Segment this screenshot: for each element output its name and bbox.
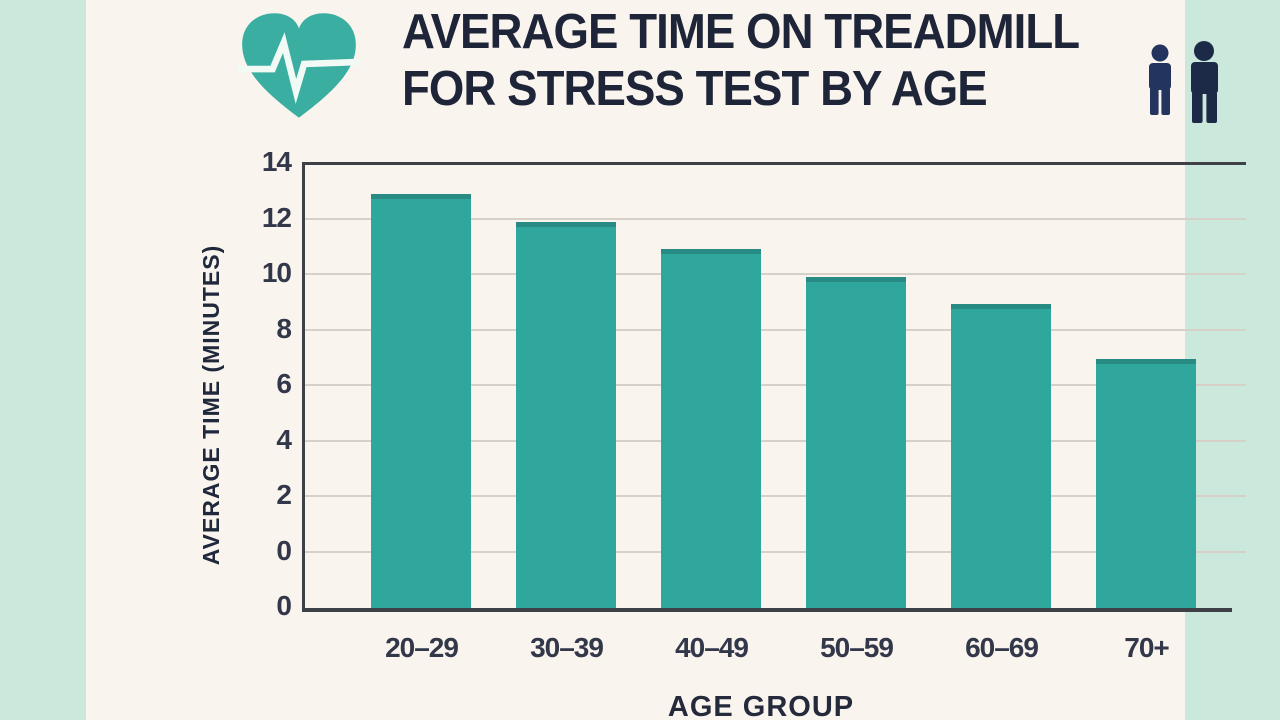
- x-axis-line: [302, 608, 1232, 612]
- chart-card: AVERAGE TIME ON TREADMILL FOR STRESS TES…: [86, 0, 1246, 720]
- bar-30–39: [516, 222, 616, 611]
- x-tick-label: 70+: [1124, 632, 1170, 663]
- y-axis-line: [302, 162, 305, 611]
- bar-50–59: [806, 277, 906, 611]
- y-tick-label: 2: [276, 479, 292, 510]
- x-tick-label: 60–69: [965, 632, 1039, 663]
- y-tick-label: 10: [261, 257, 292, 288]
- heart-ekg-icon: [232, 6, 366, 126]
- gridline: [304, 329, 1246, 331]
- bar-40–49: [661, 249, 761, 610]
- gridline: [304, 273, 1246, 275]
- heart-ekg-svg: [238, 13, 361, 118]
- x-tick-label: 40–49: [675, 632, 749, 663]
- x-tick-label: 20–29: [385, 632, 459, 663]
- y-tick-label: 0: [276, 535, 292, 566]
- x-tick-label: 50–59: [820, 632, 894, 663]
- y-tick-label: 8: [276, 313, 292, 344]
- bar-20–29: [371, 194, 471, 610]
- chart-title: AVERAGE TIME ON TREADMILL FOR STRESS TES…: [402, 4, 1127, 118]
- y-tick-label: 12: [261, 202, 292, 233]
- y-tick-label: 0: [276, 590, 292, 621]
- gridline: [304, 440, 1246, 442]
- gridline: [304, 495, 1246, 497]
- two-people-icon: [1139, 40, 1234, 125]
- y-tick-label: 6: [276, 368, 292, 399]
- chart-top-border: [302, 162, 1246, 165]
- y-axis-title: AVERAGE TIME (MINUTES): [198, 244, 224, 566]
- gridline: [304, 218, 1246, 220]
- chart-title-line2: FOR STRESS TEST BY AGE: [402, 62, 988, 116]
- x-axis-title: AGE GROUP: [667, 691, 855, 720]
- people-svg: [1149, 41, 1218, 123]
- y-tick-label: 4: [276, 424, 292, 455]
- gridline: [304, 551, 1246, 553]
- bar-60–69: [951, 304, 1051, 610]
- chart-title-line1: AVERAGE TIME ON TREADMILL: [402, 5, 1080, 59]
- gridline: [304, 384, 1246, 386]
- y-tick-label: 14: [261, 146, 292, 177]
- bar-70+: [1096, 359, 1196, 610]
- x-tick-label: 30–39: [530, 632, 604, 663]
